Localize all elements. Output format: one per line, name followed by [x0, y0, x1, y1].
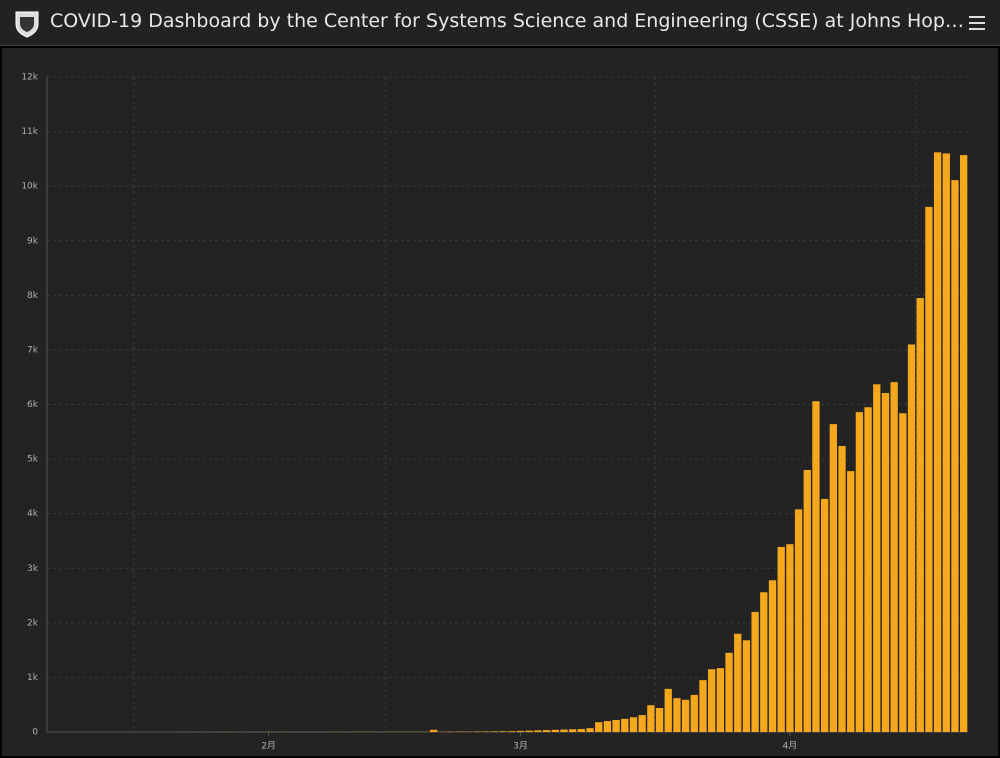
y-tick-label: 5k: [27, 455, 39, 465]
bar: [708, 669, 716, 732]
bar: [681, 699, 690, 732]
bar: [734, 633, 742, 732]
bar: [847, 471, 855, 732]
bar: [925, 206, 933, 733]
bar: [751, 611, 759, 732]
bar: [638, 715, 646, 732]
bar: [716, 668, 725, 732]
y-tick-label: 0: [32, 728, 38, 738]
bar: [612, 719, 620, 732]
bar: [603, 721, 612, 732]
y-tick-label: 1k: [27, 673, 39, 683]
y-tick-label: 7k: [27, 345, 39, 355]
bar: [586, 728, 594, 732]
y-tick-label: 2k: [27, 618, 39, 628]
bar: [916, 298, 924, 732]
y-tick-label: 8k: [27, 291, 39, 301]
bar: [560, 729, 568, 732]
bar: [951, 180, 959, 733]
bar: [664, 688, 672, 732]
bar: [569, 729, 577, 732]
y-tick-label: 4k: [27, 509, 39, 519]
bar: [647, 705, 655, 732]
bar: [542, 730, 551, 732]
logo: [15, 11, 39, 38]
x-tick-label: 2月: [261, 741, 276, 752]
bar: [551, 729, 559, 732]
header: COVID-19 Dashboard by the Center for Sys…: [0, 0, 1000, 46]
bar: [907, 344, 916, 732]
y-tick-label: 11k: [21, 127, 38, 137]
bar: [812, 401, 820, 732]
bar: [820, 498, 829, 732]
y-tick-label: 12k: [21, 73, 38, 83]
bar: [490, 731, 499, 732]
bar: [864, 407, 872, 732]
bar: [794, 509, 803, 732]
bar: [595, 722, 603, 732]
bar: [655, 707, 664, 732]
bar: [760, 592, 768, 732]
dashboard-title: COVID-19 Dashboard by the Center for Sys…: [50, 10, 964, 32]
bar: [508, 731, 516, 732]
bar: [482, 731, 490, 732]
bar: [629, 717, 638, 732]
bar: [742, 640, 751, 732]
bar: [534, 730, 542, 732]
bar: [855, 412, 864, 732]
bar: [673, 698, 681, 732]
bar: [933, 152, 942, 732]
y-tick-label: 9k: [27, 236, 39, 246]
bar: [786, 544, 794, 732]
bar: [577, 728, 586, 732]
bar: [777, 546, 785, 732]
bar: [516, 730, 525, 732]
bar: [838, 445, 846, 732]
bar: [499, 731, 507, 732]
bar: [621, 718, 629, 732]
x-tick-label: 3月: [513, 741, 528, 752]
bar: [881, 393, 890, 732]
bar: [942, 153, 950, 733]
bar: [803, 470, 811, 732]
bar: [899, 413, 907, 732]
bar: [873, 384, 881, 732]
bar: [725, 652, 733, 732]
bar: [429, 729, 438, 732]
x-tick-label: 4月: [783, 741, 798, 752]
bar: [525, 730, 533, 732]
menu-button[interactable]: [968, 13, 988, 33]
y-tick-label: 6k: [27, 400, 39, 410]
y-tick-label: 10k: [21, 182, 38, 192]
chart: 0 1k 2k 3k 4k 5k 6k 7k 8k 9k 10k 11k 12k 2月 3月 4月: [2, 48, 998, 756]
bar: [690, 694, 698, 732]
bar: [829, 424, 837, 732]
y-tick-label: 3k: [27, 564, 39, 574]
bar: [960, 155, 968, 732]
bar: [768, 580, 777, 732]
bar: [699, 680, 707, 732]
bar: [890, 382, 898, 732]
